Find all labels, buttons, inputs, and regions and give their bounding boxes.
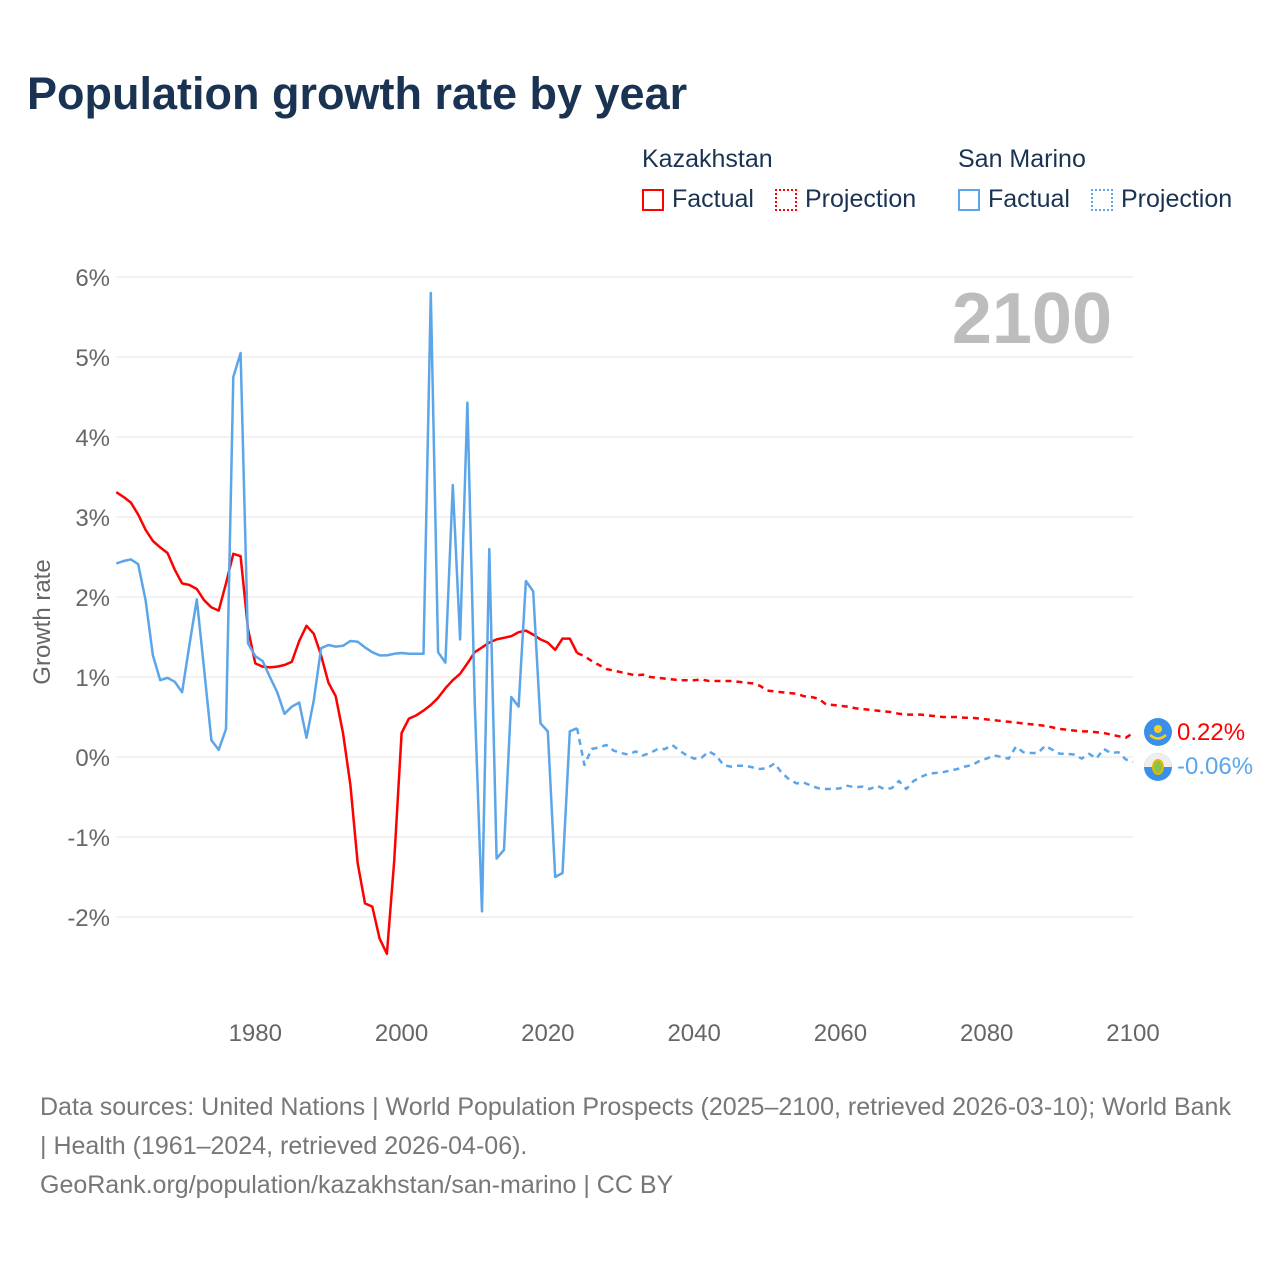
- x-tick-label: 1980: [229, 1020, 282, 1047]
- y-tick-label: -1%: [67, 825, 110, 852]
- year-watermark: 2100: [952, 279, 1112, 359]
- series-line-kazakhstan-factual: [115, 491, 579, 956]
- legend-label: Factual: [672, 185, 754, 213]
- footer: Data sources: United Nations | World Pop…: [40, 1088, 1240, 1205]
- chart-title: Population growth rate by year: [27, 68, 688, 119]
- projection-swatch-icon: [1091, 188, 1113, 211]
- y-tick-label: 5%: [75, 345, 110, 372]
- y-tick-label: 2%: [75, 585, 110, 612]
- data-sources-text: Data sources: United Nations | World Pop…: [40, 1093, 1231, 1160]
- legend-country-name: Kazakhstan: [642, 145, 773, 173]
- x-tick-label: 2040: [667, 1020, 720, 1047]
- y-axis-label: Growth rate: [29, 559, 56, 684]
- projection-swatch-icon: [775, 188, 797, 211]
- series-line-san-marino-factual: [115, 291, 578, 913]
- san-marino-end-label: -0.06%: [1177, 753, 1253, 780]
- kazakhstan-flag-icon: [1144, 718, 1172, 746]
- series-line-kazakhstan-projection: [576, 651, 1134, 740]
- legend-item-san-marino-factual[interactable]: Factual: [958, 185, 1070, 214]
- x-tick-label: 2080: [960, 1020, 1013, 1047]
- x-tick-label: 2020: [521, 1020, 574, 1047]
- y-tick-label: 3%: [75, 505, 110, 532]
- series-line-san-marino-projection: [575, 727, 1134, 791]
- factual-swatch-icon: [642, 188, 664, 211]
- legend-item-san-marino-projection[interactable]: Projection: [1091, 185, 1232, 214]
- factual-swatch-icon: [958, 188, 980, 211]
- x-tick-label: 2100: [1106, 1020, 1159, 1047]
- x-tick-label: 2060: [814, 1020, 867, 1047]
- y-tick-label: 4%: [75, 425, 110, 452]
- legend-label: Factual: [988, 185, 1070, 213]
- y-tick-label: 1%: [75, 665, 110, 692]
- legend-item-kazakhstan-projection[interactable]: Projection: [775, 185, 916, 214]
- x-tick-label: 2000: [375, 1020, 428, 1047]
- legend-label: Projection: [1121, 185, 1233, 213]
- attribution-link[interactable]: GeoRank.org/population/kazakhstan/san-ma…: [40, 1171, 674, 1199]
- y-tick-label: -2%: [67, 905, 110, 932]
- kazakhstan-end-label: 0.22%: [1177, 719, 1245, 746]
- y-tick-label: 0%: [75, 745, 110, 772]
- legend-item-kazakhstan-factual[interactable]: Factual: [642, 185, 754, 214]
- legend-label: Projection: [805, 185, 917, 213]
- san-marino-flag-icon: [1144, 753, 1172, 781]
- legend-country-name: San Marino: [958, 145, 1086, 173]
- y-tick-label: 6%: [75, 265, 110, 292]
